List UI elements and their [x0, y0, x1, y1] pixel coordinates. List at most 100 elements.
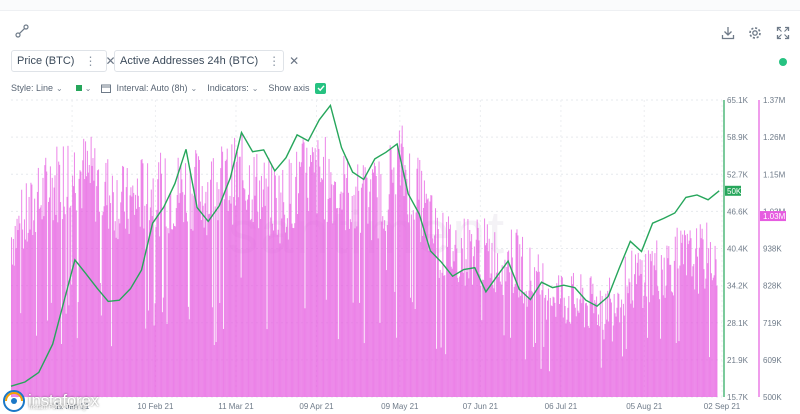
addresses-bar — [557, 286, 559, 397]
addresses-bar — [461, 248, 463, 397]
addresses-bar — [365, 175, 367, 397]
addresses-bar — [246, 209, 248, 397]
addresses-bar — [18, 215, 20, 397]
addresses-bar — [649, 253, 651, 397]
color-selector[interactable]: ⌄ — [71, 84, 91, 93]
addresses-bar — [79, 170, 81, 397]
line-tool-icon[interactable] — [13, 22, 31, 40]
addresses-bar — [534, 343, 536, 397]
addresses-bar — [652, 295, 654, 397]
addresses-bar — [254, 195, 256, 397]
addresses-bar — [198, 159, 200, 397]
indicators-selector[interactable]: Indicators: ⌄ — [207, 83, 258, 93]
addresses-bar — [447, 216, 449, 397]
addresses-bar — [44, 165, 46, 397]
download-icon[interactable] — [719, 24, 737, 42]
addresses-bar — [67, 145, 69, 397]
addresses-bar — [607, 290, 609, 397]
addresses-bar — [659, 338, 661, 397]
show-axis-toggle[interactable]: Show axis — [268, 82, 327, 94]
addresses-bar — [56, 146, 58, 397]
addresses-bar — [660, 255, 662, 397]
addresses-bar — [667, 258, 669, 397]
addresses-bar — [77, 302, 79, 397]
show-axis-checkbox[interactable] — [315, 82, 327, 94]
addresses-bar — [620, 307, 622, 397]
addresses-bar — [97, 170, 99, 397]
addresses-bar — [486, 224, 488, 397]
addresses-bar — [277, 229, 279, 397]
addresses-bar — [435, 348, 437, 397]
addresses-bar — [90, 136, 92, 398]
addresses-bar — [622, 303, 624, 397]
addresses-bar — [678, 341, 680, 397]
more-options-icon[interactable]: ⋮ — [268, 54, 280, 68]
addresses-bar — [377, 238, 379, 397]
close-icon[interactable]: ✕ — [105, 54, 116, 68]
addresses-bar — [675, 343, 677, 397]
addresses-bar — [138, 207, 140, 397]
addresses-bar — [348, 228, 350, 397]
addresses-bar — [584, 303, 586, 397]
settings-icon[interactable] — [746, 24, 764, 42]
addresses-bar — [347, 158, 349, 397]
addresses-bar — [473, 246, 475, 397]
addresses-bar — [394, 291, 396, 397]
addresses-bar — [297, 193, 299, 397]
more-options-icon[interactable]: ⋮ — [84, 54, 96, 68]
addresses-bar — [299, 166, 301, 397]
addresses-bar — [342, 192, 344, 397]
addresses-bar — [617, 292, 619, 397]
addresses-bar — [716, 285, 718, 397]
addresses-bar — [96, 186, 98, 397]
addresses-bar — [233, 197, 235, 397]
addresses-bar — [575, 316, 577, 397]
addresses-bar — [72, 175, 74, 397]
addresses-bar — [228, 200, 230, 397]
addresses-bar — [161, 312, 163, 397]
style-selector[interactable]: Style: Line ⌄ — [11, 83, 63, 93]
addresses-bar — [396, 337, 398, 397]
addresses-bar — [145, 328, 147, 397]
addresses-bar — [685, 275, 687, 397]
fullscreen-icon[interactable] — [774, 24, 792, 42]
addresses-bar — [118, 218, 120, 397]
addresses-bar — [439, 269, 441, 397]
logo-tagline: Instant Forex Trading — [29, 405, 86, 411]
addresses-bar — [628, 278, 630, 397]
addresses-bar — [368, 207, 370, 397]
addresses-bar — [356, 226, 358, 397]
addresses-tick-label: 1.26M — [763, 133, 786, 142]
addresses-bar — [538, 271, 540, 397]
addresses-bar — [559, 298, 561, 397]
addresses-bar — [171, 229, 173, 397]
axes: 65.1K 58.9K 52.7K 46.6K 40.4K 34.2K 28.1K 21.9K… — [55, 96, 786, 411]
addresses-bar — [577, 310, 579, 397]
addresses-bar — [507, 251, 509, 397]
addresses-bar — [568, 296, 570, 397]
addresses-bar — [269, 235, 271, 397]
addresses-bar — [260, 219, 262, 397]
addresses-bar — [319, 166, 321, 397]
addresses-bar — [380, 174, 382, 397]
tab-price-btc[interactable]: Price (BTC) ⋮ ✕ — [11, 50, 116, 72]
addresses-bar — [497, 276, 499, 397]
addresses-bar — [274, 175, 276, 397]
addresses-bar — [687, 244, 689, 397]
addresses-bar — [287, 239, 289, 397]
addresses-bar — [611, 341, 613, 397]
tab-active-addresses[interactable]: Active Addresses 24h (BTC) ⋮ ✕ — [114, 50, 299, 72]
close-icon[interactable]: ✕ — [289, 54, 300, 68]
interval-selector[interactable]: Interval: Auto (8h) ⌄ — [101, 83, 197, 93]
addresses-bar — [601, 296, 603, 397]
addresses-bar — [94, 148, 96, 397]
addresses-bar — [544, 297, 546, 397]
addresses-bar — [674, 236, 676, 397]
addresses-bar — [178, 202, 180, 397]
addresses-bar — [62, 146, 64, 397]
addresses-bar — [551, 306, 553, 397]
addresses-bar — [126, 168, 128, 397]
addresses-bar — [110, 346, 112, 397]
addresses-bar — [456, 248, 458, 397]
